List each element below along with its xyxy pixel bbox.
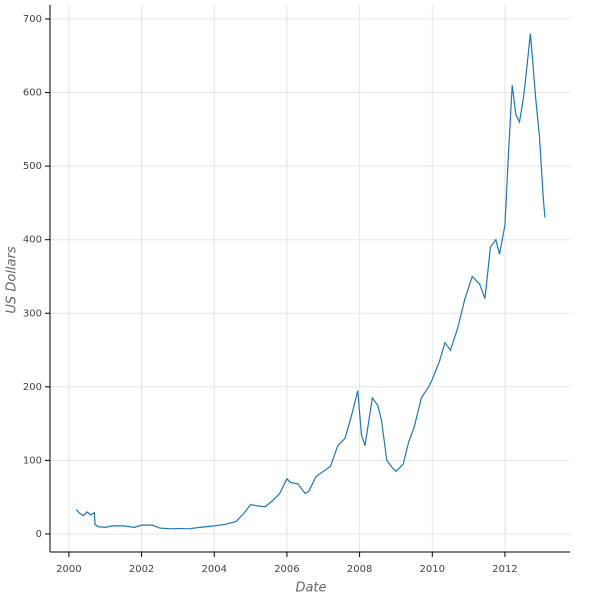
y-tick-label: 200: [23, 382, 42, 393]
y-tick-label: 500: [23, 161, 42, 172]
x-tick-label: 2000: [56, 564, 81, 575]
y-tick-label: 400: [23, 235, 42, 246]
x-tick-label: 2010: [420, 564, 445, 575]
line: [75, 33, 546, 530]
y-tick-label: 300: [23, 308, 42, 319]
y-tick-label: 100: [23, 455, 42, 466]
y-tick-label: 600: [23, 88, 42, 99]
y-tick-label: 700: [23, 14, 42, 25]
x-tick-label: 2002: [129, 564, 154, 575]
y-axis-label: US Dollars: [5, 246, 20, 313]
y-tick-label: 0: [36, 529, 42, 540]
x-tick-label: 2006: [274, 564, 299, 575]
x-tick-label: 2008: [347, 564, 372, 575]
x-axis-label: Date: [295, 581, 326, 596]
x-tick-label: 2012: [492, 564, 517, 575]
x-tick-label: 2004: [202, 564, 227, 575]
